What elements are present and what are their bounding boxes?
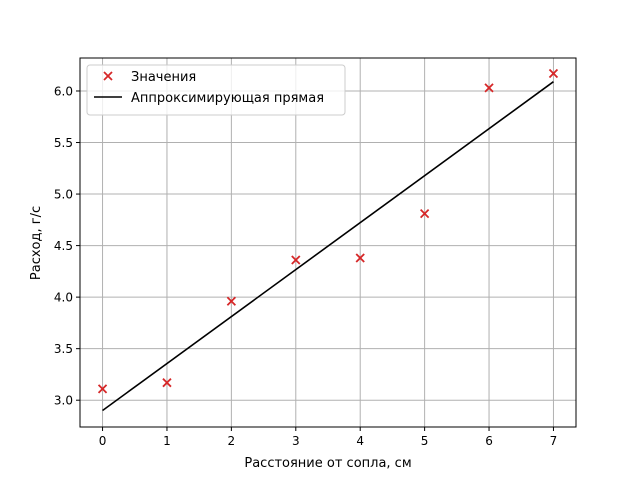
x-tick-label: 6 xyxy=(485,434,493,448)
x-tick-label: 0 xyxy=(99,434,107,448)
legend-marker-stroke xyxy=(103,71,113,81)
data-point xyxy=(162,378,172,388)
data-point xyxy=(226,296,237,306)
data-point-stroke xyxy=(548,68,559,79)
legend-box xyxy=(86,64,346,116)
legend-label-values: Значения xyxy=(131,70,196,85)
data-point xyxy=(419,209,430,219)
legend-marker-icon xyxy=(103,71,113,81)
y-tick-label: 6.0 xyxy=(54,84,73,98)
fit-line-layer xyxy=(102,81,554,412)
x-tick-label: 7 xyxy=(550,434,558,448)
legend: Значения Аппроксимирующая прямая xyxy=(86,64,346,116)
data-point-stroke xyxy=(226,296,237,306)
ticks: 0 1 2 3 4 5 6 7 3.0 3.5 4.0 4.5 5.0 5.5 6.0 xyxy=(54,84,557,448)
x-axis-label: Расстояние от сопла, см xyxy=(244,456,411,471)
axes-frame xyxy=(79,57,577,428)
data-point-stroke xyxy=(419,209,430,219)
data-point-stroke xyxy=(162,378,172,388)
data-point xyxy=(548,68,559,79)
data-point-stroke xyxy=(355,253,365,263)
data-point xyxy=(291,255,301,265)
x-tick-label: 4 xyxy=(356,434,364,448)
data-point-stroke xyxy=(484,83,494,93)
y-tick-label: 3.0 xyxy=(54,394,73,408)
x-tick-label: 1 xyxy=(163,434,171,448)
x-tick-label: 3 xyxy=(292,434,300,448)
y-tick-label: 4.0 xyxy=(54,291,73,305)
y-tick-label: 3.5 xyxy=(54,342,73,356)
data-point-stroke xyxy=(97,384,108,394)
x-tick-label: 5 xyxy=(421,434,429,448)
data-point xyxy=(97,384,108,394)
data-point-stroke xyxy=(291,255,301,265)
data-point xyxy=(355,253,365,263)
scatter-layer xyxy=(97,68,559,394)
y-tick-label: 5.0 xyxy=(54,188,73,202)
y-axis-label: Расход, г/с xyxy=(29,206,44,280)
y-tick-label: 4.5 xyxy=(54,239,73,253)
x-tick-label: 2 xyxy=(228,434,236,448)
fit-line xyxy=(102,81,554,412)
data-point xyxy=(484,83,494,93)
y-tick-label: 5.5 xyxy=(54,136,73,150)
legend-label-fit: Аппроксимирующая прямая xyxy=(131,91,324,106)
